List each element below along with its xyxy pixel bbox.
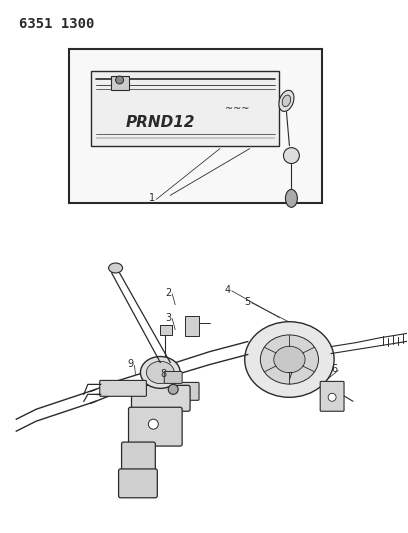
- Ellipse shape: [286, 189, 297, 207]
- Ellipse shape: [282, 95, 290, 107]
- FancyBboxPatch shape: [164, 372, 182, 383]
- FancyBboxPatch shape: [119, 469, 157, 498]
- Circle shape: [284, 148, 299, 164]
- Ellipse shape: [140, 357, 180, 389]
- Circle shape: [168, 384, 178, 394]
- Circle shape: [328, 393, 336, 401]
- Bar: [185, 316, 199, 336]
- FancyBboxPatch shape: [320, 382, 344, 411]
- Circle shape: [115, 76, 124, 84]
- FancyBboxPatch shape: [131, 385, 190, 411]
- FancyBboxPatch shape: [129, 407, 182, 446]
- Text: 6: 6: [331, 365, 337, 375]
- Ellipse shape: [260, 335, 319, 384]
- Ellipse shape: [274, 346, 305, 373]
- Text: 6351 1300: 6351 1300: [19, 17, 95, 31]
- Bar: [69, 49, 322, 203]
- FancyBboxPatch shape: [122, 442, 155, 476]
- Ellipse shape: [279, 90, 294, 111]
- Ellipse shape: [245, 322, 334, 397]
- Text: 3: 3: [165, 313, 171, 323]
- Circle shape: [149, 419, 158, 429]
- Text: PRND12: PRND12: [126, 115, 195, 130]
- Bar: [91, 71, 279, 146]
- Text: 2: 2: [165, 288, 171, 298]
- FancyBboxPatch shape: [100, 381, 146, 397]
- Text: ~~~: ~~~: [225, 104, 249, 114]
- Text: 9: 9: [127, 359, 133, 369]
- Text: 4: 4: [225, 285, 231, 295]
- Bar: [160, 325, 172, 335]
- FancyBboxPatch shape: [167, 382, 199, 400]
- Ellipse shape: [109, 263, 122, 273]
- Text: 1: 1: [149, 193, 155, 204]
- Text: 8: 8: [160, 369, 166, 379]
- Text: 5: 5: [244, 297, 251, 307]
- Text: 7: 7: [286, 373, 293, 382]
- Bar: [111, 76, 129, 90]
- Ellipse shape: [146, 361, 174, 384]
